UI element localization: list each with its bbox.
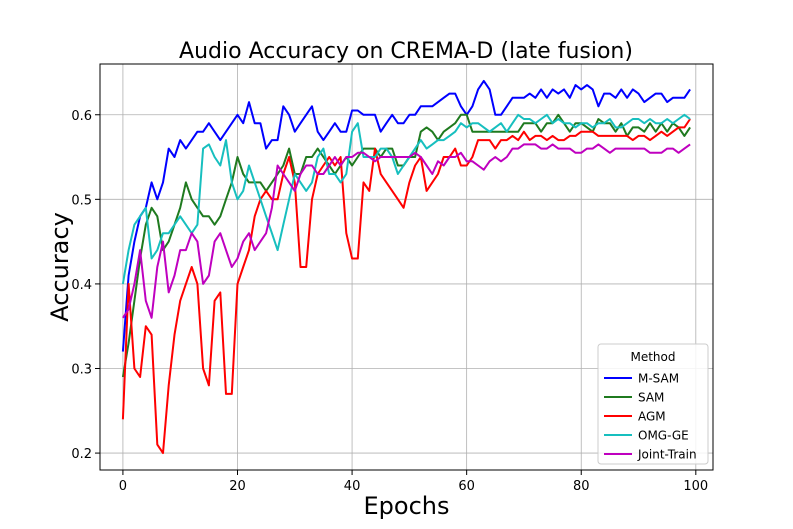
series-layer (121, 79, 691, 455)
series-line-omg-ge (121, 113, 691, 285)
legend: Method M-SAM SAM AGM OMG-GE Joint-Train (597, 343, 709, 465)
legend-label: AGM (638, 410, 666, 424)
legend-label: M-SAM (638, 372, 679, 386)
series-line-sam (121, 113, 691, 378)
x-tick-label: 60 (458, 479, 475, 494)
series-line-m-sam (121, 79, 691, 352)
y-tick-label: 0.6 (71, 109, 92, 124)
legend-label: OMG-GE (638, 429, 689, 443)
x-tick-label: 0 (119, 479, 127, 494)
legend-label: Joint-Train (637, 448, 697, 462)
x-tick-label: 100 (683, 479, 708, 494)
y-tick-label: 0.3 (71, 363, 92, 378)
x-tick-label: 80 (573, 479, 590, 494)
legend-label: SAM (638, 391, 664, 405)
chart-title: Audio Accuracy on CREMA-D (late fusion) (179, 39, 633, 64)
legend-title: Method (630, 350, 675, 364)
axis-ticks: 0 20 40 60 80 100 0.2 0.3 0.4 0.5 0.6 (71, 109, 708, 494)
plot-frame (99, 63, 714, 471)
x-tick-label: 40 (344, 479, 361, 494)
y-tick-label: 0.2 (71, 447, 92, 462)
y-axis-label: Accuracy (46, 212, 74, 322)
y-tick-label: 0.4 (71, 278, 92, 293)
y-tick-label: 0.5 (71, 193, 92, 208)
legend-items: M-SAM SAM AGM OMG-GE Joint-Train (604, 372, 697, 462)
x-axis-label: Epochs (364, 492, 450, 520)
series-line-agm (121, 118, 691, 455)
series-line-joint-train (122, 143, 691, 319)
x-tick-label: 20 (229, 479, 246, 494)
